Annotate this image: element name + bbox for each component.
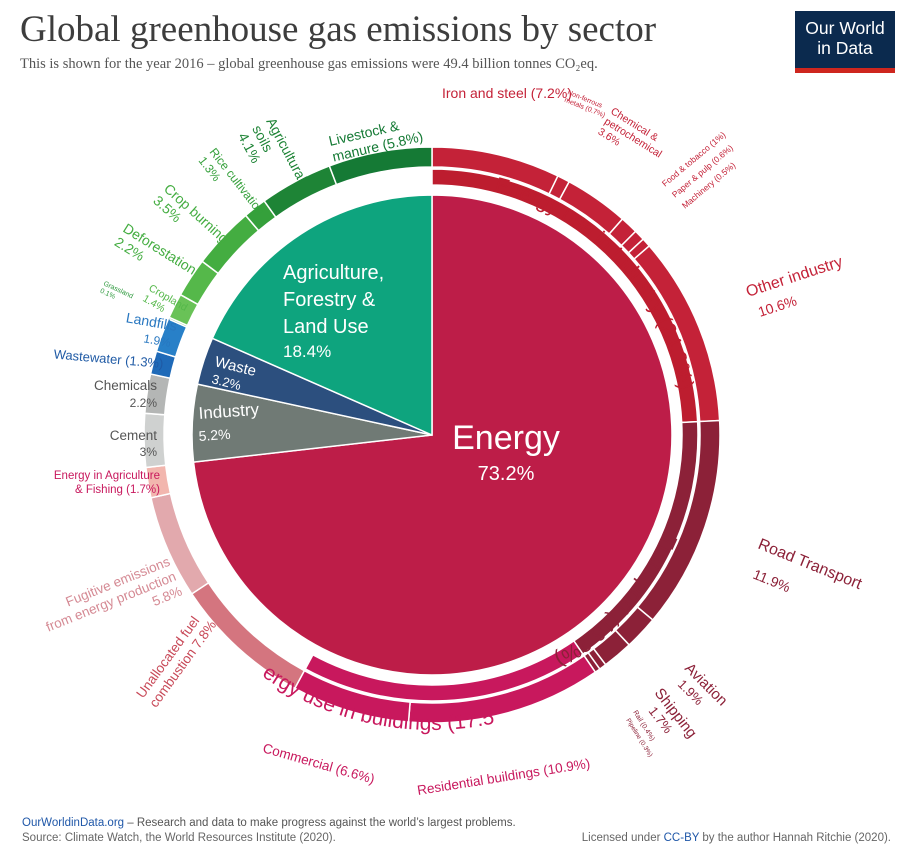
footer-license-link[interactable]: CC-BY <box>663 832 700 844</box>
chart-title: Global greenhouse gas emissions by secto… <box>20 9 657 50</box>
footer-tagline-text: – Research and data to make progress aga… <box>124 817 516 829</box>
subsector-arc-livestock-manure[interactable] <box>328 146 433 186</box>
pie-value-energy: 73.2% <box>478 463 535 485</box>
label-chemical: Chemical &petrochemical3.6% <box>596 105 671 170</box>
owid-logo[interactable]: Our World in Data <box>795 11 895 73</box>
pie-label-industry: Industry <box>198 400 260 423</box>
pie-value-waste: 3.2% <box>210 371 243 393</box>
footer-license-pre: Licensed under <box>581 832 664 844</box>
pie-label-energy: Energy <box>452 419 560 457</box>
value-chemicals: 2.2% <box>130 396 158 410</box>
logo-line-1: Our World <box>805 18 885 38</box>
footer-site-link[interactable]: OurWorldinData.org <box>22 817 125 829</box>
pie-value-agriculture: 18.4% <box>283 342 331 361</box>
footer-tagline: OurWorldinData.org – Research and data t… <box>22 817 516 829</box>
footer-license: Licensed under CC-BY by the author Hanna… <box>582 832 891 844</box>
label-chemicals: Chemicals <box>94 378 157 393</box>
label-non-ferrous: Non-ferrousmetals (0.7%) <box>563 89 609 119</box>
footer-source: Source: Climate Watch, the World Resourc… <box>22 832 336 844</box>
pie-slice-agriculture-forestry-land-use[interactable] <box>211 194 433 437</box>
chart-subtitle: This is shown for the year 2016 – global… <box>20 56 598 72</box>
label-deforestation: Deforestation2.2% <box>112 220 200 291</box>
label-cement: Cement <box>110 428 158 443</box>
logo-line-2: in Data <box>817 38 873 58</box>
pie-label-agriculture: Agriculture, Forestry & Land Use <box>283 262 384 338</box>
value-landfills: 1.9% <box>143 331 173 350</box>
pie <box>191 194 673 676</box>
value-cement: 3% <box>140 445 158 459</box>
label-landfills: Landfills <box>125 309 178 334</box>
label-commercial: Commercial (6.6%) <box>261 740 376 786</box>
label-energy-agri-fishing: Energy in Agriculture & Fishing (1.7%) <box>54 470 160 496</box>
label-wastewater: Wastewater (1.3%) <box>53 346 164 371</box>
pie-value-industry: 5.2% <box>198 426 231 444</box>
subsector-ring <box>143 146 721 724</box>
sector-ring <box>304 168 699 702</box>
value-road-transport: 11.9% <box>751 566 793 595</box>
label-grassland: Grassland0.1% <box>99 280 134 307</box>
footer-license-post: by the author Hannah Ritchie (2020). <box>699 832 891 844</box>
label-residential: Residential buildings (10.9%) <box>416 756 591 798</box>
label-other-industry: Other industry <box>744 254 845 301</box>
label-iron-steel: Iron and steel (7.2%) <box>442 85 572 101</box>
label-fugitive: Fugitive emissionsfrom energy production… <box>38 554 185 650</box>
label-unallocated: Unallocated fuelcombustion 7.8% <box>133 608 219 710</box>
sector-arc-energy-use-in-buildings-17-5[interactable] <box>304 639 584 702</box>
